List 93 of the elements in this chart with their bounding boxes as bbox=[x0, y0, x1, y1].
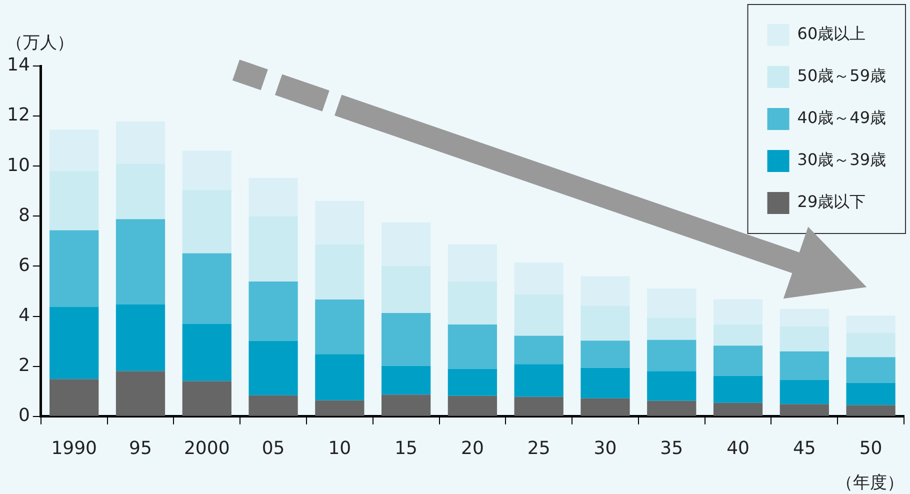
x-tick-label: 35 bbox=[660, 438, 684, 459]
bar bbox=[381, 313, 431, 366]
bar bbox=[846, 405, 896, 416]
bar bbox=[182, 324, 232, 382]
bar bbox=[846, 382, 896, 406]
bar bbox=[315, 400, 364, 416]
bar bbox=[713, 376, 763, 403]
bar bbox=[50, 306, 99, 380]
bar bbox=[514, 294, 564, 336]
y-tick-label: 14 bbox=[7, 54, 30, 76]
y-tick-label: 0 bbox=[18, 405, 30, 426]
bar bbox=[116, 304, 166, 372]
x-axis-title: （年度） bbox=[836, 472, 904, 493]
bar bbox=[182, 381, 232, 416]
bar bbox=[50, 230, 99, 307]
bar bbox=[381, 266, 431, 314]
bar bbox=[514, 336, 564, 364]
x-tick-label: 05 bbox=[262, 438, 285, 459]
bar bbox=[647, 340, 696, 372]
bar bbox=[514, 364, 564, 397]
bar bbox=[248, 216, 298, 282]
bar bbox=[116, 121, 166, 164]
bar bbox=[315, 300, 364, 354]
y-tick-label: 8 bbox=[18, 204, 30, 226]
bar bbox=[580, 398, 630, 416]
bar bbox=[116, 219, 166, 305]
bar bbox=[713, 324, 763, 346]
bar bbox=[780, 404, 829, 416]
bar bbox=[116, 371, 166, 416]
bar bbox=[580, 276, 630, 306]
bar bbox=[448, 324, 498, 369]
bar bbox=[315, 354, 364, 400]
bar bbox=[846, 332, 896, 358]
bar bbox=[248, 178, 298, 216]
bar bbox=[381, 366, 431, 395]
bar bbox=[846, 357, 896, 383]
bar bbox=[381, 394, 431, 416]
bar bbox=[780, 326, 829, 352]
bar bbox=[381, 222, 431, 266]
bar bbox=[248, 395, 298, 416]
bar bbox=[580, 306, 630, 341]
bar bbox=[116, 164, 166, 220]
x-tick-label: 10 bbox=[328, 438, 352, 459]
bar bbox=[713, 402, 763, 416]
bar bbox=[647, 400, 696, 416]
x-tick-label: 25 bbox=[527, 438, 550, 459]
legend-label: 30歳～39歳 bbox=[797, 150, 886, 170]
bar bbox=[514, 396, 564, 416]
x-tick-label: 95 bbox=[129, 438, 152, 459]
bar bbox=[182, 150, 232, 190]
bar bbox=[780, 380, 829, 404]
bar bbox=[182, 190, 232, 254]
bar bbox=[713, 299, 763, 325]
x-tick-label: 40 bbox=[726, 438, 750, 459]
bar bbox=[780, 351, 829, 380]
bar bbox=[448, 281, 498, 325]
y-tick-label: 6 bbox=[18, 254, 30, 276]
bar bbox=[182, 253, 232, 324]
x-tick-label: 45 bbox=[792, 438, 816, 459]
bar bbox=[50, 130, 99, 171]
bar bbox=[448, 244, 498, 282]
bar bbox=[248, 340, 298, 396]
bar bbox=[50, 170, 99, 230]
x-tick-label: 50 bbox=[859, 438, 882, 459]
legend-label: 50歳～59歳 bbox=[797, 66, 886, 86]
y-tick-label: 12 bbox=[7, 104, 30, 126]
x-tick-label: 15 bbox=[394, 438, 418, 459]
bar bbox=[50, 379, 99, 416]
bar bbox=[780, 308, 829, 327]
x-tick-label: 30 bbox=[594, 438, 617, 459]
legend-label: 60歳以上 bbox=[797, 24, 866, 44]
bar bbox=[647, 318, 696, 340]
y-axis-title: （万人） bbox=[6, 32, 74, 53]
legend-label: 29歳以下 bbox=[797, 192, 866, 212]
bar bbox=[580, 340, 630, 368]
bar bbox=[713, 346, 763, 376]
bar bbox=[846, 316, 896, 333]
y-tick-label: 10 bbox=[7, 154, 30, 176]
x-tick-label: 2000 bbox=[184, 438, 230, 459]
y-tick-label: 4 bbox=[18, 304, 30, 326]
bar bbox=[448, 368, 498, 396]
bar bbox=[315, 200, 364, 244]
y-tick-label: 2 bbox=[18, 355, 30, 376]
bar bbox=[448, 396, 498, 416]
bar bbox=[580, 368, 630, 398]
bar bbox=[647, 288, 696, 318]
legend-label: 40歳～49歳 bbox=[797, 108, 886, 128]
bar bbox=[315, 244, 364, 300]
bar bbox=[248, 281, 298, 341]
bar bbox=[647, 371, 696, 401]
x-tick-label: 1990 bbox=[51, 438, 98, 459]
x-tick-label: 20 bbox=[461, 438, 484, 459]
bar bbox=[514, 262, 564, 294]
